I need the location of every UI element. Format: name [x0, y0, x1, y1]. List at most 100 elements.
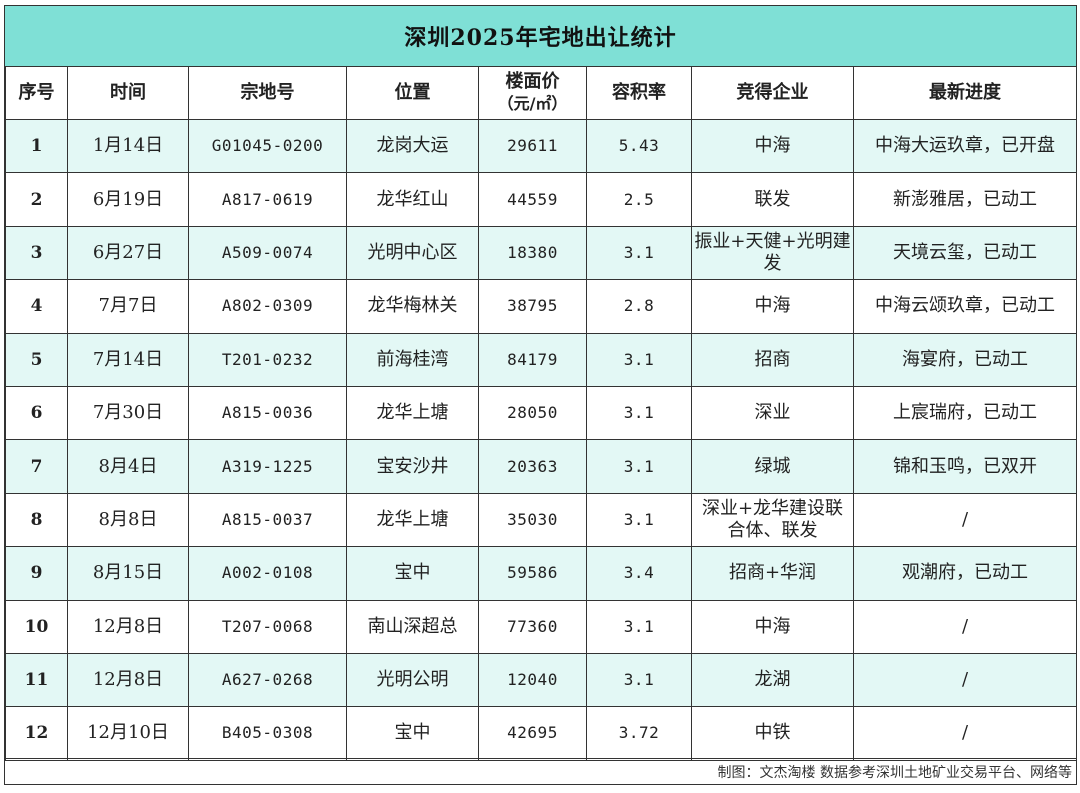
cell-winner: 绿城: [691, 439, 854, 494]
cell-price: 18380: [478, 225, 587, 281]
cell-price: 35030: [478, 492, 587, 548]
cell-far: 3.1: [586, 385, 692, 441]
cell-parcel: A815-0036: [188, 385, 347, 441]
cell-date: 7月14日: [67, 332, 189, 387]
cell-price: 59586: [478, 546, 587, 601]
cell-date: 7月30日: [67, 385, 189, 441]
cell-parcel: B405-0308: [188, 706, 347, 761]
cell-location: 龙华梅林关: [346, 279, 479, 334]
cell-location: 光明中心区: [346, 225, 479, 281]
cell-far: 3.72: [586, 706, 692, 761]
table-row: 1 1月14日 G01045-0200 龙岗大运 29611 5.43 中海 中海大运玖章，已…: [5, 118, 1077, 174]
cell-parcel: A815-0037: [188, 492, 347, 548]
cell-seq: 11: [5, 652, 68, 708]
header-parcel: 宗地号: [188, 66, 347, 120]
table-row: 3 6月27日 A509-0074 光明中心区 18380 3.1 振业+天健+光明建发 天境…: [5, 225, 1077, 281]
cell-date: 8月15日: [67, 546, 189, 601]
cell-price: 77360: [478, 599, 587, 654]
cell-location: 龙华上塘: [346, 492, 479, 548]
header-price-line1: 楼面价: [505, 71, 560, 92]
cell-seq: 4: [5, 279, 68, 334]
cell-date: 12月10日: [67, 706, 189, 761]
cell-seq: 7: [5, 439, 68, 494]
table-row: 8 8月8日 A815-0037 龙华上塘 35030 3.1 深业+龙华建设联合体、联发 /: [5, 492, 1077, 548]
table-row: 5 7月14日 T201-0232 前海桂湾 84179 3.1 招商 海宴府，已动工: [5, 332, 1077, 387]
cell-progress: 中海云颂玖章，已动工: [853, 279, 1077, 334]
cell-date: 6月27日: [67, 225, 189, 281]
cell-date: 1月14日: [67, 118, 189, 174]
cell-winner: 深业: [691, 385, 854, 441]
table-row: 4 7月7日 A802-0309 龙华梅林关 38795 2.8 中海 中海云颂玖章，已动工: [5, 279, 1077, 334]
cell-parcel: A817-0619: [188, 172, 347, 227]
table-row: 12 12月10日 B405-0308 宝中 42695 3.72 中铁 /: [5, 706, 1077, 761]
cell-seq: 10: [5, 599, 68, 654]
cell-progress: 中海大运玖章，已开盘: [853, 118, 1077, 174]
table-body: 1 1月14日 G01045-0200 龙岗大运 29611 5.43 中海 中海大运玖章，已…: [5, 118, 1077, 761]
cell-date: 8月8日: [67, 492, 189, 548]
cell-seq: 6: [5, 385, 68, 441]
cell-date: 12月8日: [67, 652, 189, 708]
footer-credit: 制图：文杰淘楼 数据参考深圳土地矿业交易平台、网络等: [5, 758, 1076, 784]
cell-price: 29611: [478, 118, 587, 174]
cell-winner: 振业+天健+光明建发: [691, 225, 854, 281]
cell-parcel: G01045-0200: [188, 118, 347, 174]
cell-progress: /: [853, 599, 1077, 654]
cell-winner: 中海: [691, 599, 854, 654]
cell-location: 宝安沙井: [346, 439, 479, 494]
table-row: 10 12月8日 T207-0068 南山深超总 77360 3.1 中海 /: [5, 599, 1077, 654]
cell-far: 3.1: [586, 439, 692, 494]
cell-parcel: A802-0309: [188, 279, 347, 334]
cell-winner: 招商+华润: [691, 546, 854, 601]
cell-winner: 中海: [691, 279, 854, 334]
cell-date: 6月19日: [67, 172, 189, 227]
cell-progress: 锦和玉鸣，已双开: [853, 439, 1077, 494]
cell-location: 前海桂湾: [346, 332, 479, 387]
cell-seq: 1: [5, 118, 68, 174]
cell-progress: /: [853, 652, 1077, 708]
cell-date: 12月8日: [67, 599, 189, 654]
cell-price: 84179: [478, 332, 587, 387]
cell-price: 38795: [478, 279, 587, 334]
cell-far: 2.8: [586, 279, 692, 334]
header-progress: 最新进度: [853, 66, 1077, 120]
cell-price: 12040: [478, 652, 587, 708]
header-row: 序号 时间 宗地号 位置 楼面价 （元/㎡） 容积率 竞得企业 最新进度: [5, 66, 1077, 120]
cell-parcel: A319-1225: [188, 439, 347, 494]
cell-progress: 新澎雅居，已动工: [853, 172, 1077, 227]
cell-far: 3.1: [586, 332, 692, 387]
cell-parcel: A509-0074: [188, 225, 347, 281]
cell-seq: 2: [5, 172, 68, 227]
header-far: 容积率: [586, 66, 692, 120]
table-row: 7 8月4日 A319-1225 宝安沙井 20363 3.1 绿城 锦和玉鸣，已双开: [5, 439, 1077, 494]
cell-date: 7月7日: [67, 279, 189, 334]
cell-parcel: A627-0268: [188, 652, 347, 708]
cell-progress: 海宴府，已动工: [853, 332, 1077, 387]
cell-far: 5.43: [586, 118, 692, 174]
land-sales-table: 序号 时间 宗地号 位置 楼面价 （元/㎡） 容积率 竞得企业 最新进度 1 1月…: [5, 66, 1077, 761]
cell-seq: 5: [5, 332, 68, 387]
cell-parcel: T201-0232: [188, 332, 347, 387]
cell-far: 3.4: [586, 546, 692, 601]
header-location: 位置: [346, 66, 479, 120]
table-frame: 深圳2025年宅地出让统计 序号 时间 宗地号 位置 楼面价 （元/㎡） 容积率: [4, 5, 1077, 785]
header-price-line2: （元/㎡）: [497, 94, 568, 113]
header-winner: 竞得企业: [691, 66, 854, 120]
table-row: 2 6月19日 A817-0619 龙华红山 44559 2.5 联发 新澎雅居，已动工: [5, 172, 1077, 227]
cell-parcel: T207-0068: [188, 599, 347, 654]
cell-progress: 上宸瑞府，已动工: [853, 385, 1077, 441]
cell-winner: 联发: [691, 172, 854, 227]
header-seq: 序号: [5, 66, 68, 120]
cell-far: 2.5: [586, 172, 692, 227]
cell-winner: 中海: [691, 118, 854, 174]
table-row: 11 12月8日 A627-0268 光明公明 12040 3.1 龙湖 /: [5, 652, 1077, 708]
header-date: 时间: [67, 66, 189, 120]
header-price: 楼面价 （元/㎡）: [478, 66, 587, 120]
cell-far: 3.1: [586, 225, 692, 281]
cell-location: 龙华红山: [346, 172, 479, 227]
cell-progress: 观潮府，已动工: [853, 546, 1077, 601]
cell-seq: 9: [5, 546, 68, 601]
cell-price: 42695: [478, 706, 587, 761]
cell-seq: 8: [5, 492, 68, 548]
cell-date: 8月4日: [67, 439, 189, 494]
cell-parcel: A002-0108: [188, 546, 347, 601]
